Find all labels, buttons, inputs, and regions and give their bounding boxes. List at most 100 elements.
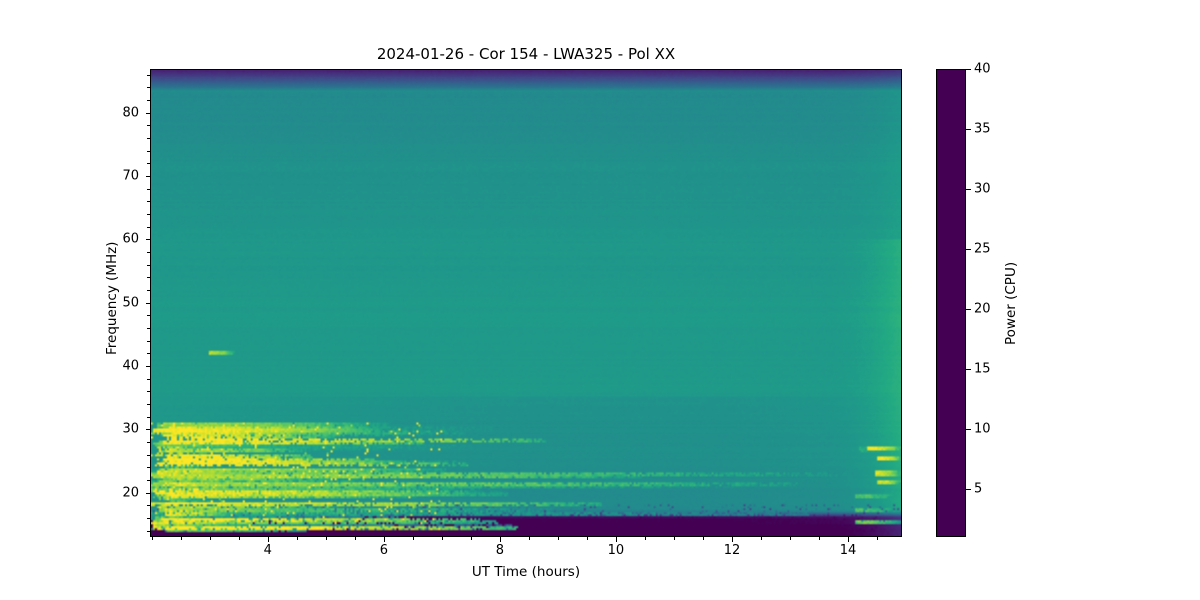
x-tick-minor xyxy=(586,537,588,540)
chart-title: 2024-01-26 - Cor 154 - LWA325 - Pol XX xyxy=(376,45,676,63)
y-tick-label: 80 xyxy=(122,105,139,121)
colorbar-label: Power (CPU) xyxy=(1003,261,1019,345)
y-axis-label: Frequency (MHz) xyxy=(104,241,120,355)
colorbar-tick-label: 35 xyxy=(974,121,991,137)
y-tick-label: 50 xyxy=(122,295,139,311)
y-tick-minor xyxy=(147,226,150,228)
y-tick-minor xyxy=(147,416,150,418)
colorbar-tick xyxy=(966,129,971,130)
x-tick-major xyxy=(615,537,617,542)
y-tick-minor xyxy=(147,188,150,190)
colorbar-gradient xyxy=(937,70,965,536)
x-tick-minor xyxy=(470,537,472,540)
colorbar-tick xyxy=(966,429,971,430)
x-tick-label: 8 xyxy=(495,543,505,558)
x-tick-minor xyxy=(673,537,675,540)
x-tick-major xyxy=(383,537,385,542)
y-tick-minor xyxy=(147,252,150,254)
x-tick-minor xyxy=(209,537,211,540)
y-tick-major xyxy=(145,176,150,178)
x-tick-minor xyxy=(644,537,646,540)
y-tick-minor xyxy=(147,100,150,102)
x-tick-label: 6 xyxy=(379,543,388,558)
x-tick-major xyxy=(267,537,269,542)
colorbar-tick-label: 30 xyxy=(974,181,991,197)
x-tick-minor xyxy=(180,537,182,540)
y-tick-minor xyxy=(147,315,150,317)
colorbar-tick xyxy=(966,249,971,250)
y-tick-minor xyxy=(147,214,150,216)
y-tick-major xyxy=(145,429,150,431)
x-tick-minor xyxy=(761,537,762,540)
y-tick-minor xyxy=(147,277,150,279)
y-tick-minor xyxy=(147,404,150,405)
colorbar-tick xyxy=(966,189,971,190)
y-tick-minor xyxy=(147,378,150,380)
colorbar-tick xyxy=(966,489,971,490)
colorbar[interactable] xyxy=(936,69,966,537)
x-tick-minor xyxy=(441,537,443,540)
y-tick-minor xyxy=(147,391,150,393)
y-tick-minor xyxy=(147,340,150,342)
colorbar-tick-label: 10 xyxy=(974,421,991,437)
colorbar-tick-label: 25 xyxy=(974,241,991,257)
y-tick-minor xyxy=(147,505,150,507)
y-tick-minor xyxy=(147,442,150,443)
colorbar-tick-label: 20 xyxy=(974,301,991,317)
x-tick-minor xyxy=(557,537,559,540)
colorbar-tick-label: 5 xyxy=(974,481,983,497)
x-tick-minor xyxy=(151,537,153,540)
y-tick-label: 20 xyxy=(122,485,139,501)
y-tick-minor xyxy=(147,201,150,203)
y-tick-label: 60 xyxy=(122,231,139,247)
heatmap-image xyxy=(151,70,901,536)
x-tick-minor xyxy=(702,537,704,540)
y-tick-label: 30 xyxy=(122,421,139,437)
x-tick-minor xyxy=(877,537,879,540)
x-tick-major xyxy=(848,537,850,542)
y-tick-minor xyxy=(147,264,150,266)
x-tick-minor xyxy=(238,537,240,540)
x-tick-minor xyxy=(528,537,530,540)
x-tick-minor xyxy=(790,537,791,540)
x-tick-minor xyxy=(296,537,298,540)
y-tick-minor xyxy=(147,467,150,469)
x-tick-major xyxy=(499,537,501,542)
colorbar-tick-label: 15 xyxy=(974,361,991,377)
colorbar-tick xyxy=(966,369,971,370)
heatmap-axes[interactable] xyxy=(150,69,902,537)
y-tick-minor xyxy=(147,125,150,127)
y-tick-minor xyxy=(147,150,150,152)
y-tick-minor xyxy=(147,87,150,89)
x-tick-minor xyxy=(354,537,356,540)
x-tick-minor xyxy=(819,537,821,540)
y-tick-minor xyxy=(147,163,150,165)
x-tick-major xyxy=(731,537,733,542)
y-tick-minor xyxy=(147,138,150,140)
y-tick-major xyxy=(145,366,150,367)
y-tick-minor xyxy=(147,480,150,481)
x-tick-label: 4 xyxy=(263,543,272,558)
y-tick-minor xyxy=(147,454,150,456)
x-tick-label: 14 xyxy=(839,543,857,558)
y-tick-minor xyxy=(147,530,150,532)
y-tick-major xyxy=(145,239,150,241)
x-axis-label: UT Time (hours) xyxy=(471,564,581,580)
colorbar-tick-label: 40 xyxy=(974,61,991,77)
y-tick-minor xyxy=(147,328,150,329)
y-tick-major xyxy=(145,302,150,304)
y-tick-major xyxy=(145,112,150,114)
y-tick-label: 40 xyxy=(122,358,139,374)
y-tick-minor xyxy=(147,518,150,519)
y-tick-minor xyxy=(147,74,150,76)
y-tick-minor xyxy=(147,290,150,292)
colorbar-tick xyxy=(966,69,971,70)
y-tick-minor xyxy=(147,353,150,355)
x-tick-label: 10 xyxy=(607,543,625,558)
y-tick-major xyxy=(145,492,150,494)
x-tick-minor xyxy=(412,537,414,540)
x-tick-label: 12 xyxy=(723,543,741,558)
y-tick-label: 70 xyxy=(122,168,139,184)
colorbar-tick xyxy=(966,309,971,310)
